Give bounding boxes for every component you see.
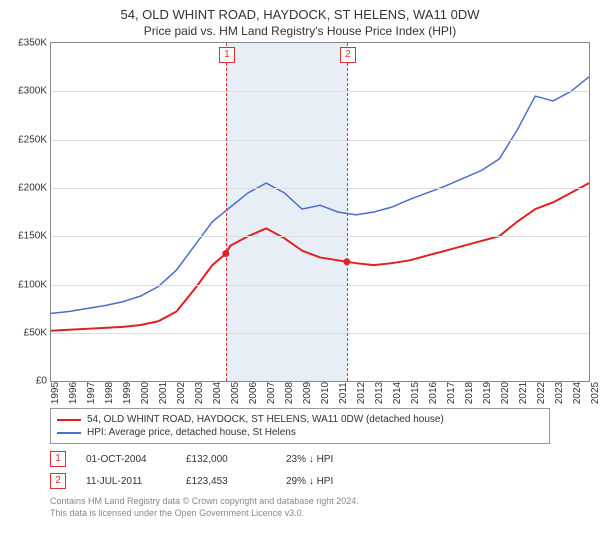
legend: 54, OLD WHINT ROAD, HAYDOCK, ST HELENS, … (50, 408, 550, 444)
event-row: 1 01-OCT-2004 £132,000 23% ↓ HPI (50, 448, 550, 470)
legend-label: HPI: Average price, detached house, St H… (87, 427, 296, 438)
x-tick-label: 2013 (374, 382, 385, 404)
x-tick-label: 1995 (50, 382, 61, 404)
x-tick-label: 2014 (392, 382, 403, 404)
x-tick-label: 2018 (464, 382, 475, 404)
x-tick-label: 2009 (302, 382, 313, 404)
event-date: 11-JUL-2011 (86, 476, 166, 487)
y-tick-label: £150K (18, 231, 51, 242)
x-tick-label: 2005 (230, 382, 241, 404)
x-tick-label: 2004 (212, 382, 223, 404)
y-tick-label: £350K (18, 38, 51, 49)
x-tick-label: 1997 (86, 382, 97, 404)
legend-item: HPI: Average price, detached house, St H… (57, 426, 543, 439)
event-date: 01-OCT-2004 (86, 454, 166, 465)
x-tick-label: 1998 (104, 382, 115, 404)
x-tick-label: 2022 (536, 382, 547, 404)
plot-region: £0£50K£100K£150K£200K£250K£300K£350K12 (50, 42, 590, 382)
footer-line2: This data is licensed under the Open Gov… (50, 508, 550, 520)
x-tick-label: 2015 (410, 382, 421, 404)
y-tick-label: £0 (36, 376, 51, 387)
x-tick-label: 2000 (140, 382, 151, 404)
x-tick-label: 2020 (500, 382, 511, 404)
x-tick-label: 2007 (266, 382, 277, 404)
x-tick-label: 1999 (122, 382, 133, 404)
x-tick-label: 2023 (554, 382, 565, 404)
series-hpi (51, 77, 589, 314)
event-row: 2 11-JUL-2011 £123,453 29% ↓ HPI (50, 470, 550, 492)
legend-item: 54, OLD WHINT ROAD, HAYDOCK, ST HELENS, … (57, 413, 543, 426)
chart-area: £0£50K£100K£150K£200K£250K£300K£350K12 1… (50, 42, 590, 402)
x-tick-label: 2003 (194, 382, 205, 404)
legend-swatch (57, 432, 81, 434)
x-tick-label: 2019 (482, 382, 493, 404)
chart-subtitle: Price paid vs. HM Land Registry's House … (0, 24, 600, 42)
x-tick-label: 1996 (68, 382, 79, 404)
y-tick-label: £100K (18, 279, 51, 290)
events-table: 1 01-OCT-2004 £132,000 23% ↓ HPI 2 11-JUL-201… (50, 448, 550, 492)
x-tick-label: 2006 (248, 382, 259, 404)
x-tick-label: 2008 (284, 382, 295, 404)
x-tick-label: 2025 (590, 382, 600, 404)
x-tick-label: 2012 (356, 382, 367, 404)
event-price: £132,000 (186, 454, 266, 465)
legend-swatch (57, 419, 81, 421)
x-tick-label: 2002 (176, 382, 187, 404)
x-tick-label: 2024 (572, 382, 583, 404)
event-marker: 2 (340, 47, 356, 63)
legend-label: 54, OLD WHINT ROAD, HAYDOCK, ST HELENS, … (87, 414, 444, 425)
event-marker: 1 (50, 451, 66, 467)
x-tick-label: 2016 (428, 382, 439, 404)
line-layer (51, 43, 589, 381)
x-tick-label: 2021 (518, 382, 529, 404)
x-tick-label: 2001 (158, 382, 169, 404)
x-tick-label: 2011 (338, 382, 349, 404)
event-diff: 29% ↓ HPI (286, 476, 366, 487)
footer: Contains HM Land Registry data © Crown c… (50, 496, 550, 519)
footer-line1: Contains HM Land Registry data © Crown c… (50, 496, 550, 508)
event-marker: 1 (219, 47, 235, 63)
x-tick-label: 2017 (446, 382, 457, 404)
event-price: £123,453 (186, 476, 266, 487)
y-tick-label: £200K (18, 183, 51, 194)
y-tick-label: £250K (18, 134, 51, 145)
y-tick-label: £50K (24, 327, 51, 338)
chart-container: 54, OLD WHINT ROAD, HAYDOCK, ST HELENS, … (0, 0, 600, 560)
event-marker: 2 (50, 473, 66, 489)
chart-title: 54, OLD WHINT ROAD, HAYDOCK, ST HELENS, … (0, 0, 600, 24)
x-tick-label: 2010 (320, 382, 331, 404)
event-diff: 23% ↓ HPI (286, 454, 366, 465)
y-tick-label: £300K (18, 86, 51, 97)
